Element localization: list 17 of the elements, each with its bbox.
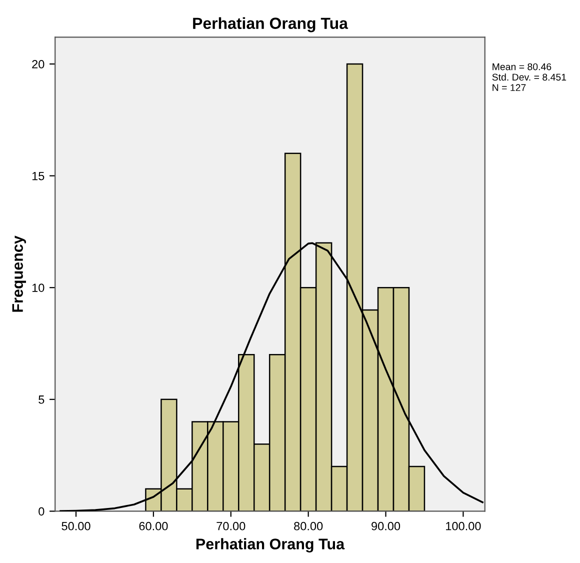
y-axis-title: Frequency <box>12 236 26 312</box>
y-tick-label: 5 <box>38 396 44 404</box>
y-tick-label: 10 <box>32 284 44 292</box>
y-tick-label: 0 <box>38 507 44 516</box>
x-tick-label: 100.00 <box>446 522 481 530</box>
y-tick-label: 15 <box>32 172 44 180</box>
text: N = 127 <box>492 84 526 91</box>
x-tick-label: 90.00 <box>372 522 400 530</box>
y-tick-label: 20 <box>32 60 44 68</box>
text: Mean = 80.46 <box>492 63 552 70</box>
text: Std. Dev. = 8.451 <box>492 73 566 81</box>
x-tick-label: 50.00 <box>62 522 90 530</box>
x-tick-label: 80.00 <box>294 522 323 530</box>
chart-title: Perhatian Orang Tua <box>193 17 348 32</box>
x-axis-title: Perhatian Orang Tua <box>196 538 345 552</box>
x-tick-label: 70.00 <box>216 522 246 530</box>
x-tick-label: 60.00 <box>139 522 168 530</box>
